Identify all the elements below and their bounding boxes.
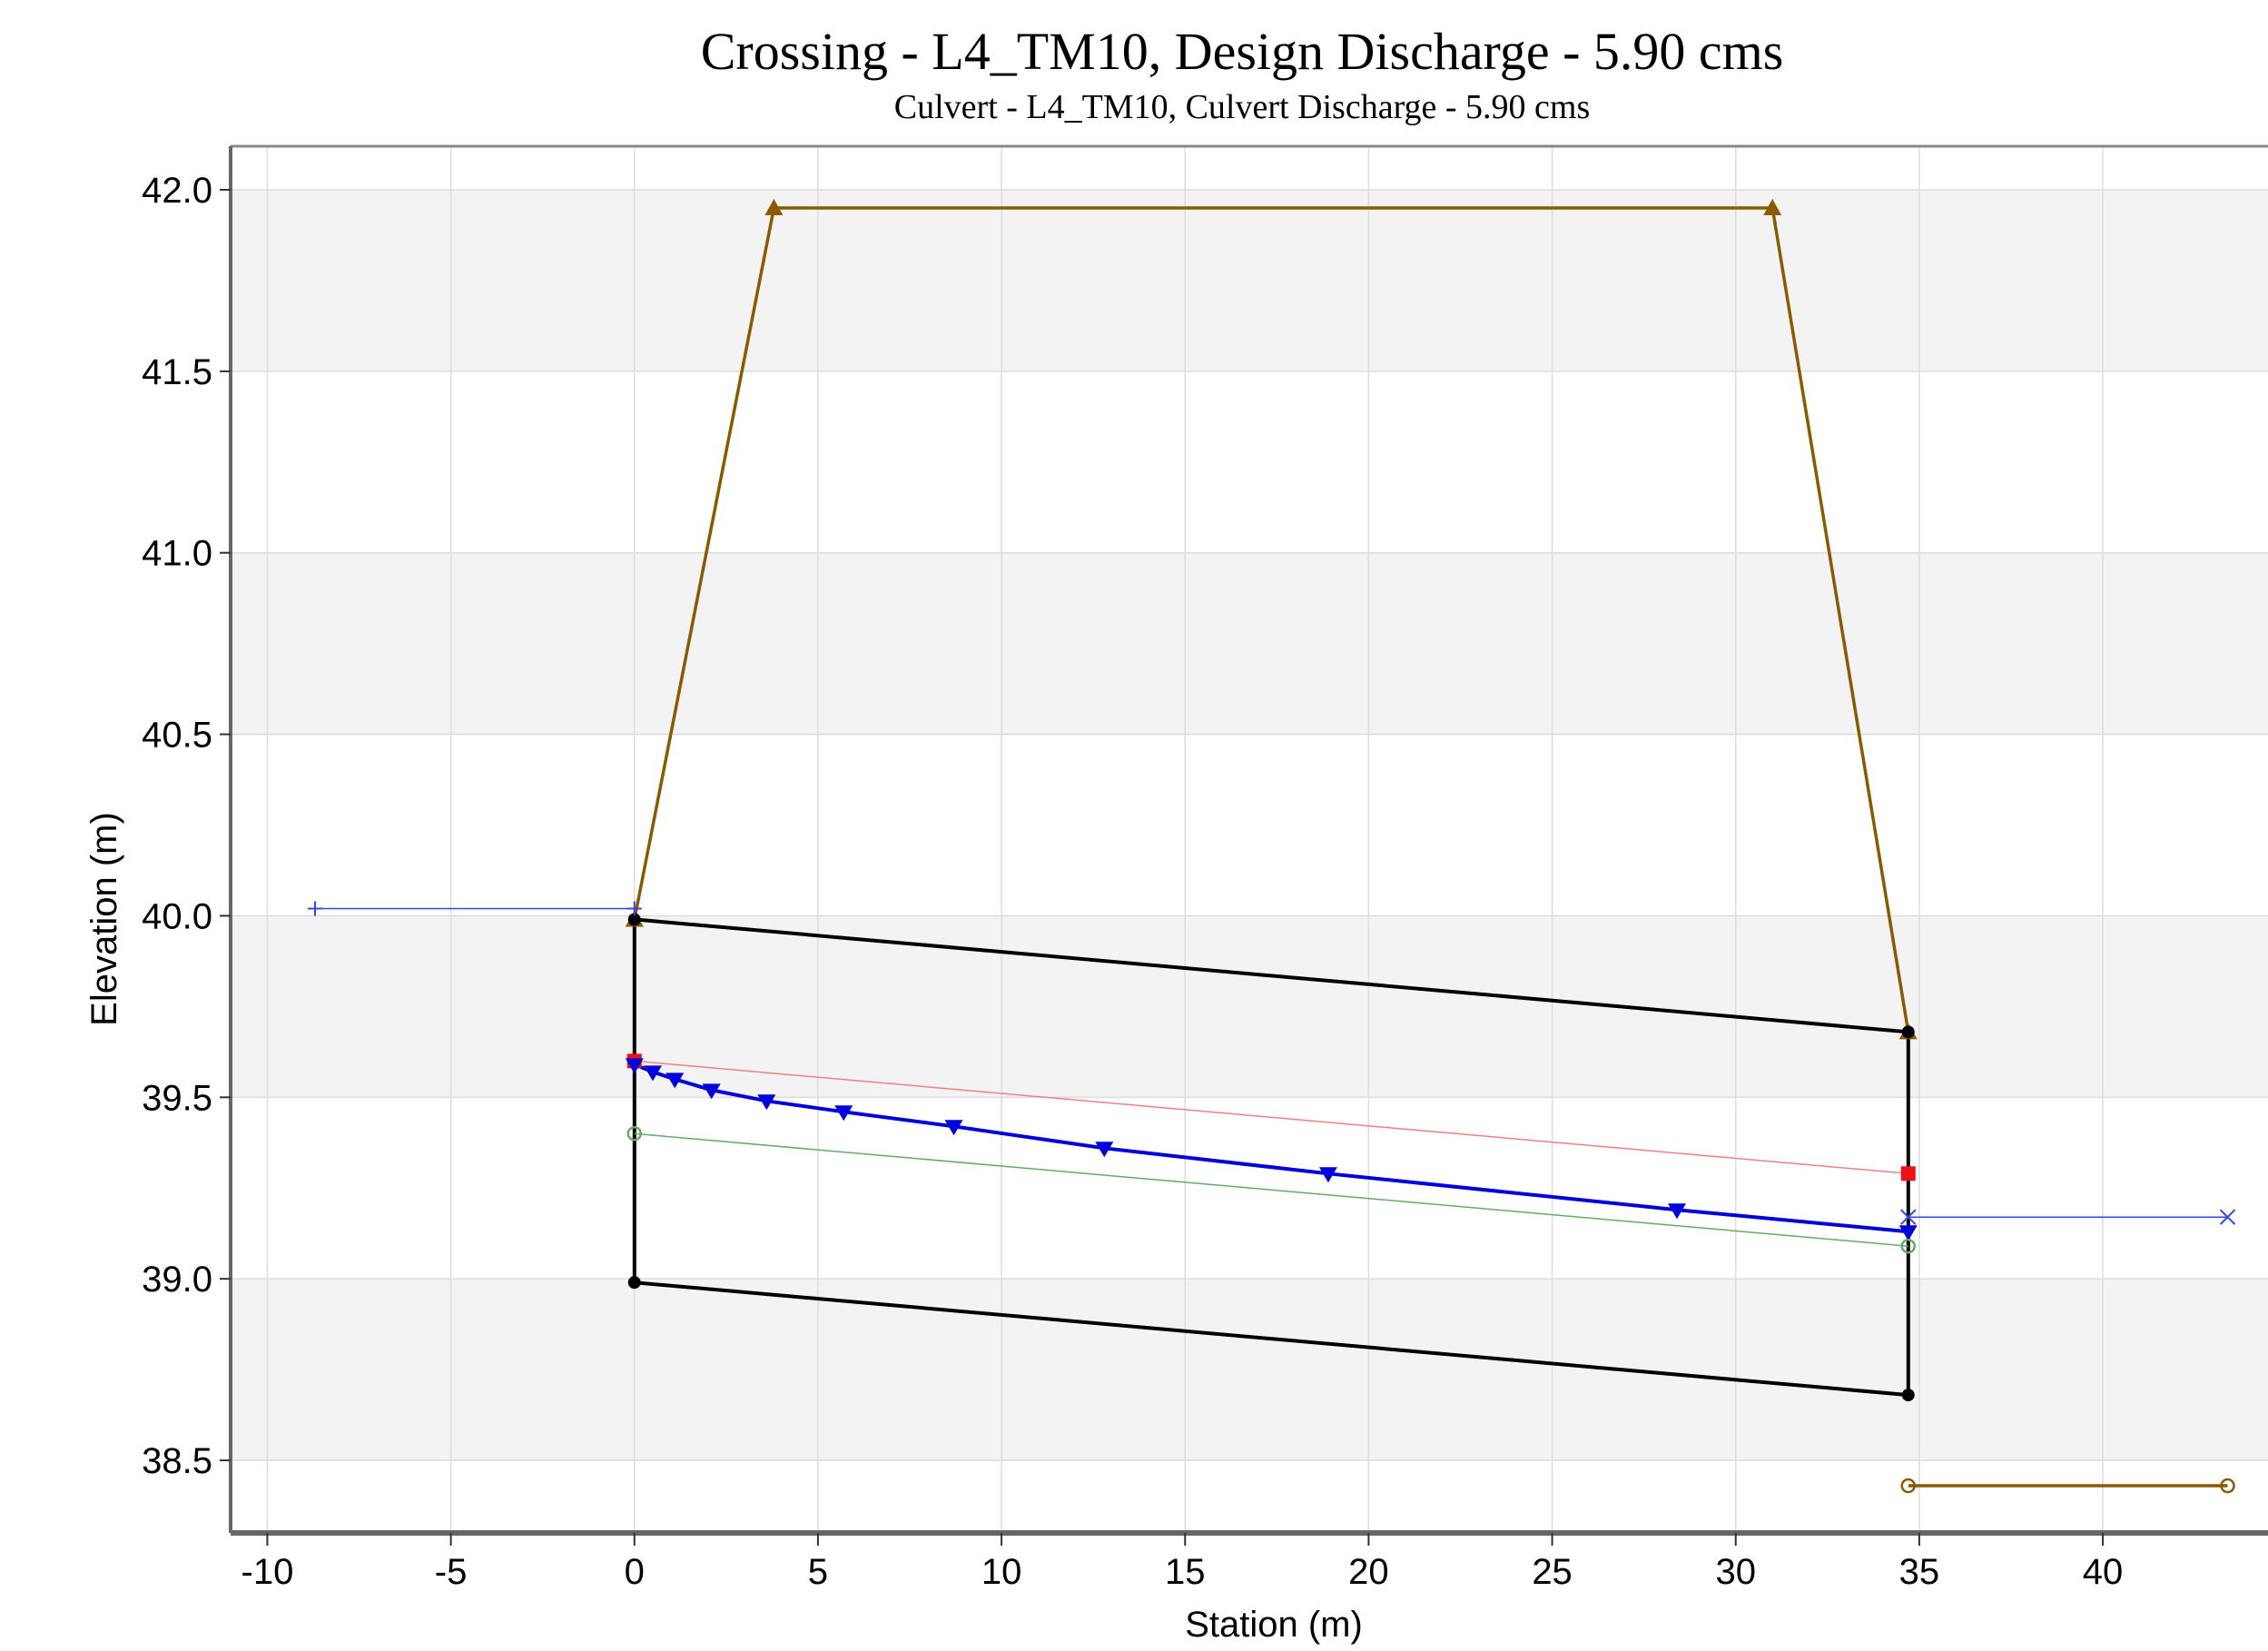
plot-band	[231, 552, 2268, 735]
data-point	[626, 901, 642, 916]
plot-band	[231, 1460, 2268, 1533]
cross-mark-b	[1900, 1209, 1917, 1225]
x-tick-label: 0	[625, 1552, 645, 1592]
data-point	[626, 1126, 643, 1142]
y-tick-label: 39.5	[142, 1078, 212, 1118]
y-axis-label: Elevation (m)	[84, 812, 124, 1026]
data-markers	[307, 198, 2236, 1494]
y-tick-label: 42.0	[142, 171, 212, 211]
x-tick-label: 35	[1899, 1552, 1940, 1592]
data-point	[702, 1083, 721, 1100]
data-point	[834, 1105, 853, 1122]
plot-band	[231, 189, 2268, 371]
x-axis-ticks: -10 -5 0 5 10 15 20 25 30 35 40	[242, 1533, 2124, 1592]
plot-band	[231, 146, 2268, 190]
data-point	[2220, 1478, 2235, 1494]
y-tick-label: 41.5	[142, 352, 212, 392]
data-point	[1318, 1167, 1337, 1183]
plot-band	[231, 915, 2268, 1098]
data-point	[1901, 1389, 1915, 1402]
data-point	[1095, 1142, 1114, 1158]
y-tick-label: 41.0	[142, 534, 212, 574]
x-tick-label: -10	[242, 1552, 294, 1592]
data-point	[1668, 1203, 1687, 1220]
data-series	[315, 206, 2228, 1488]
series-line	[634, 917, 1908, 1034]
x-tick-label: 30	[1715, 1552, 1756, 1592]
data-point	[627, 913, 641, 926]
x-tick-label: 5	[808, 1552, 828, 1592]
y-tick-label: 38.5	[142, 1441, 212, 1481]
x-tick-label: 40	[2083, 1552, 2124, 1592]
plot-bands	[231, 146, 2268, 1533]
cross-mark-b	[2219, 1209, 2236, 1225]
y-axis-ticks: 38.5 39.0 39.5 40.0 40.5 41.0 41.5 42.0	[142, 171, 231, 1481]
x-tick-label: 15	[1165, 1552, 1206, 1592]
x-axis-label: Station (m)	[1185, 1605, 1363, 1645]
data-point	[1900, 1166, 1916, 1181]
plot-band	[231, 734, 2268, 916]
series-line	[633, 206, 1910, 1033]
data-point	[643, 1065, 662, 1082]
x-tick-label: 25	[1532, 1552, 1573, 1592]
plot-band	[231, 371, 2268, 553]
plot-band	[231, 1279, 2268, 1461]
y-tick-label: 40.5	[142, 716, 212, 756]
chart-subtitle: Culvert - L4_TM10, Culvert Discharge - 5…	[894, 88, 1591, 126]
series-line	[634, 1132, 1908, 1247]
data-point	[666, 1073, 685, 1089]
series-line	[634, 1280, 1908, 1398]
data-point	[764, 198, 784, 215]
series-line	[634, 1060, 1908, 1175]
data-point	[625, 1058, 644, 1074]
data-point	[757, 1094, 776, 1111]
y-tick-label: 39.0	[142, 1260, 212, 1300]
data-point	[1900, 1238, 1917, 1254]
x-tick-label: 20	[1348, 1552, 1389, 1592]
data-point	[1900, 1478, 1917, 1494]
data-point	[627, 1276, 641, 1290]
axes	[229, 144, 2268, 1536]
data-point	[307, 901, 322, 916]
data-point	[944, 1120, 963, 1136]
data-point	[2219, 1209, 2236, 1225]
grid-lines	[231, 146, 2268, 1533]
data-point	[1763, 198, 1782, 215]
data-point	[1901, 1025, 1915, 1039]
x-tick-label: -5	[435, 1552, 468, 1592]
data-point	[1898, 1225, 1918, 1241]
chart-title: Crossing - L4_TM10, Design Discharge - 5…	[701, 22, 1784, 81]
x-tick-label: 10	[981, 1552, 1022, 1592]
y-tick-label: 40.0	[142, 896, 212, 936]
data-point	[1900, 1209, 1917, 1225]
plot-area	[231, 146, 2268, 1533]
